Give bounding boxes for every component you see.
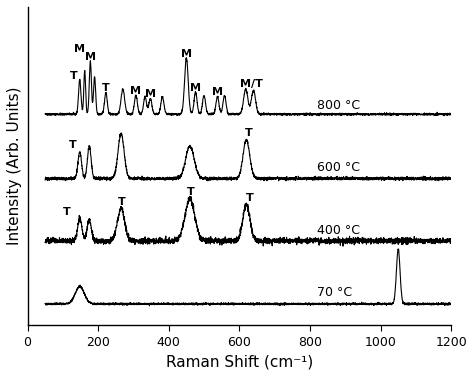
Text: T: T xyxy=(102,83,110,93)
Text: M: M xyxy=(181,49,192,59)
Text: T: T xyxy=(246,193,254,203)
Text: T: T xyxy=(63,207,71,217)
Text: 800 °C: 800 °C xyxy=(317,99,360,112)
Text: N: N xyxy=(400,237,409,247)
Text: T: T xyxy=(246,128,253,138)
Text: T: T xyxy=(69,140,77,150)
Text: M: M xyxy=(74,44,85,54)
Text: M: M xyxy=(212,87,223,97)
Text: T: T xyxy=(70,71,77,80)
Y-axis label: Intensity (Arb. Units): Intensity (Arb. Units) xyxy=(7,87,22,245)
Text: 600 °C: 600 °C xyxy=(317,161,360,174)
Text: T: T xyxy=(187,187,194,197)
Text: 400 °C: 400 °C xyxy=(317,223,360,237)
Text: T: T xyxy=(118,197,126,206)
Text: M/T: M/T xyxy=(240,79,263,89)
Text: M: M xyxy=(130,85,141,96)
Text: M: M xyxy=(145,89,156,99)
Text: M: M xyxy=(85,52,96,62)
X-axis label: Raman Shift (cm⁻¹): Raman Shift (cm⁻¹) xyxy=(166,354,313,369)
Text: M: M xyxy=(190,83,201,93)
Text: 70 °C: 70 °C xyxy=(317,286,352,299)
